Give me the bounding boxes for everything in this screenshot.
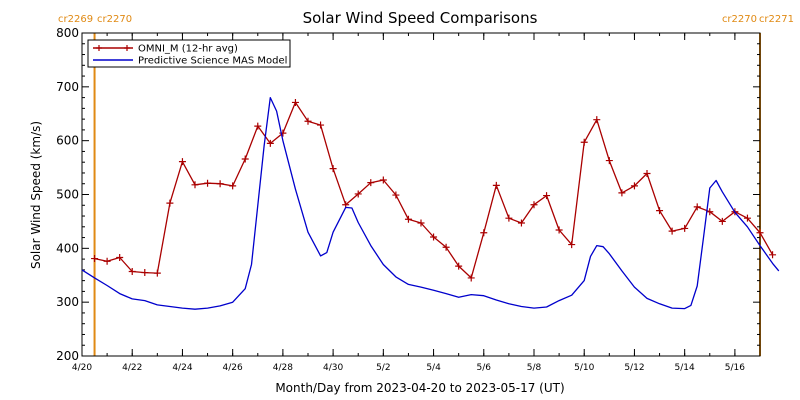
data-point — [291, 98, 299, 106]
data-point — [166, 199, 174, 207]
data-point — [417, 219, 425, 227]
data-point — [668, 227, 676, 235]
x-tick-label: 4/20 — [72, 363, 92, 373]
x-tick-label: 5/8 — [527, 363, 542, 373]
legend-marker — [124, 45, 130, 51]
data-point — [204, 179, 212, 187]
y-tick-label: 700 — [56, 80, 79, 94]
y-tick-label: 200 — [56, 349, 79, 363]
data-point — [317, 121, 325, 129]
data-point — [656, 207, 664, 215]
x-tick-label: 5/16 — [725, 363, 745, 373]
data-point — [103, 257, 111, 265]
data-point — [191, 181, 199, 189]
x-tick-label: 5/14 — [675, 363, 695, 373]
data-point — [442, 243, 450, 251]
data-point — [769, 251, 777, 259]
data-point — [743, 214, 751, 222]
data-point — [430, 233, 438, 241]
data-point — [141, 269, 149, 277]
x-tick-label: 5/2 — [376, 363, 390, 373]
x-tick-label: 4/24 — [172, 363, 192, 373]
data-point — [367, 179, 375, 187]
data-point — [91, 255, 99, 263]
data-point — [254, 122, 262, 130]
carrington-label: cr2269 — [58, 14, 93, 25]
data-point — [605, 157, 613, 165]
y-tick-label: 800 — [56, 26, 79, 40]
data-point — [555, 226, 563, 234]
y-tick-label: 300 — [56, 295, 79, 309]
data-point — [693, 203, 701, 211]
y-tick-label: 600 — [56, 134, 79, 148]
data-point — [706, 208, 714, 216]
y-tick-label: 400 — [56, 241, 79, 255]
data-point — [517, 219, 525, 227]
series-line — [81, 96, 780, 310]
x-tick-label: 4/28 — [273, 363, 293, 373]
x-tick-label: 5/6 — [477, 363, 492, 373]
x-tick-label: 4/26 — [223, 363, 243, 373]
data-point — [379, 176, 387, 184]
y-tick-label: 500 — [56, 188, 79, 202]
series-line — [94, 101, 774, 279]
x-tick-label: 4/30 — [323, 363, 343, 373]
legend-label: Predictive Science MAS Model — [138, 56, 287, 67]
data-point — [718, 217, 726, 225]
carrington-label: cr2270 — [722, 14, 757, 25]
data-point — [467, 274, 475, 282]
x-tick-label: 4/22 — [122, 363, 142, 373]
data-point — [178, 158, 186, 166]
data-point — [404, 215, 412, 223]
data-point — [153, 269, 161, 277]
y-axis-label: Solar Wind Speed (km/s) — [29, 121, 43, 269]
legend: OMNI_M (12-hr avg)Predictive Science MAS… — [87, 39, 291, 68]
data-point — [480, 229, 488, 237]
data-point — [304, 117, 312, 125]
data-point — [354, 190, 362, 198]
data-point — [593, 116, 601, 124]
carrington-label: cr2270 — [97, 14, 132, 25]
data-point — [241, 155, 249, 163]
axes: 200 300 400 500 600 700 800 4/20 4/22 4/24 4/26 4/2… — [56, 26, 761, 373]
x-tick-label: 5/4 — [426, 363, 441, 373]
data-point — [266, 139, 274, 147]
data-point — [630, 182, 638, 190]
data-point — [329, 165, 337, 173]
data-point — [756, 229, 764, 237]
data-point — [568, 241, 576, 249]
data-point — [116, 253, 124, 261]
data-point — [530, 201, 538, 209]
data-point — [128, 267, 136, 275]
data-point — [216, 180, 224, 188]
data-point — [229, 182, 237, 190]
data-point — [681, 224, 689, 232]
legend-marker — [96, 45, 102, 51]
data-point — [543, 192, 551, 200]
carrington-label: cr2271 — [759, 14, 794, 25]
x-tick-label: 5/10 — [574, 363, 594, 373]
data-point — [618, 189, 626, 197]
chart-title: Solar Wind Speed Comparisons — [303, 9, 538, 27]
legend-label: OMNI_M (12-hr avg) — [138, 44, 238, 55]
x-tick-label: 5/12 — [624, 363, 644, 373]
legend-box — [87, 39, 291, 68]
data-point — [643, 170, 651, 178]
data-point — [455, 262, 463, 270]
plot-frame — [81, 32, 761, 357]
data-point — [492, 181, 500, 189]
data-point — [580, 138, 588, 146]
data-point — [392, 191, 400, 199]
data-point — [505, 214, 513, 222]
data-point — [279, 129, 287, 137]
series-group — [81, 96, 780, 310]
x-axis-label: Month/Day from 2023-04-20 to 2023-05-17 … — [275, 381, 564, 395]
